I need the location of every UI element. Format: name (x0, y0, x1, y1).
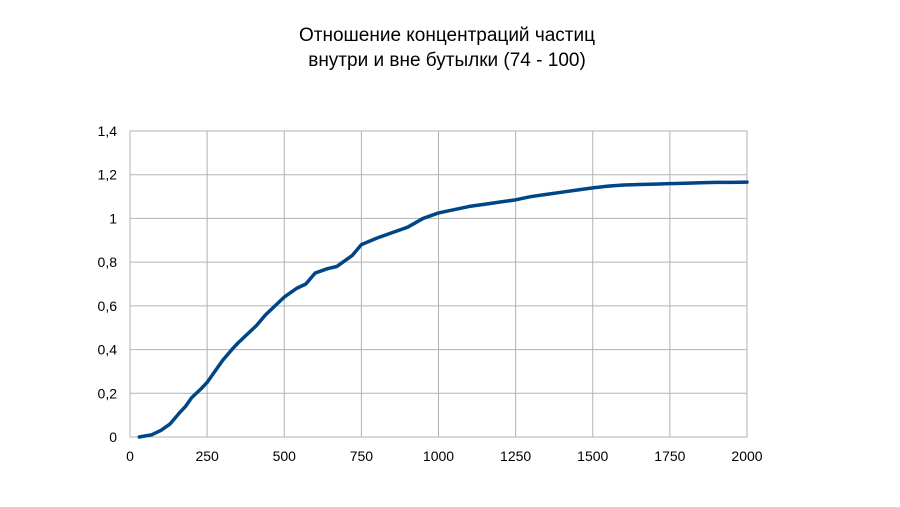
x-tick-label: 500 (273, 448, 297, 464)
x-tick-label: 0 (126, 448, 134, 464)
x-tick-label: 1500 (577, 448, 608, 464)
chart-title-line-1: Отношение концентраций частиц (299, 25, 595, 46)
series-line (137, 180, 749, 439)
y-tick-label: 0,2 (98, 385, 118, 401)
grid-lines (129, 130, 748, 438)
x-tick-label: 750 (350, 448, 374, 464)
y-tick-label: 1 (109, 210, 117, 226)
x-tick-label: 2000 (731, 448, 762, 464)
y-tick-label: 0 (109, 429, 117, 445)
y-axis-ticks: 0 0,2 0,4 0,6 0,8 1 1,2 1,4 (98, 123, 118, 445)
series-layer (137, 180, 749, 439)
plot-area-frame (129, 130, 748, 438)
x-tick-label: 1000 (423, 448, 454, 464)
x-tick-label: 1750 (654, 448, 685, 464)
y-tick-label: 0,6 (98, 298, 118, 314)
x-tick-label: 1250 (500, 448, 531, 464)
y-tick-label: 1,4 (98, 123, 118, 139)
y-tick-label: 0,4 (98, 342, 118, 358)
x-axis-ticks: 0 250 500 750 1000 1250 1500 1750 2000 (126, 448, 763, 464)
y-tick-label: 0,8 (98, 254, 118, 270)
y-tick-label: 1,2 (98, 167, 118, 183)
chart-title-line-2: внутри и вне бутылки (74 - 100) (308, 50, 586, 71)
x-tick-label: 250 (195, 448, 219, 464)
